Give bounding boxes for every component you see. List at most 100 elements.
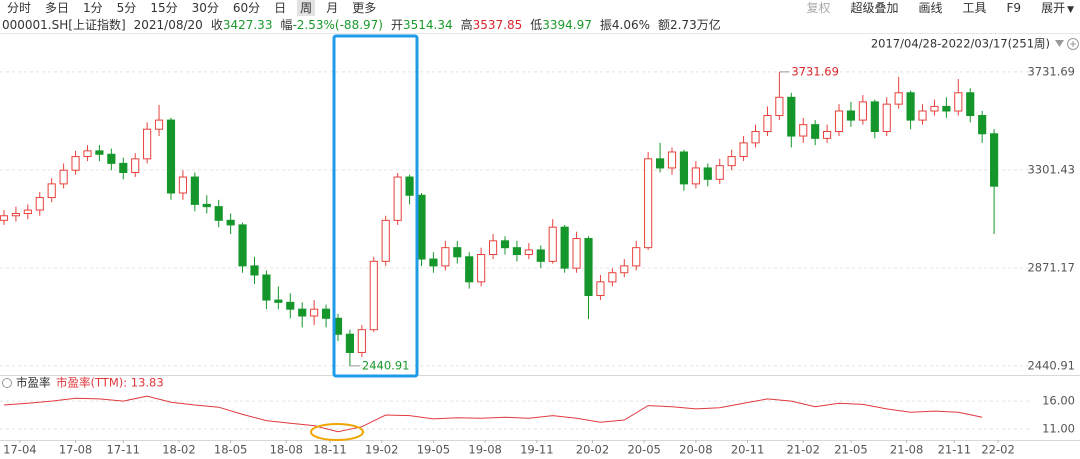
candle-body xyxy=(35,197,44,211)
x-tick-label: 19-05 xyxy=(417,443,450,457)
candle-body xyxy=(703,167,712,180)
max-label: 3731.69 xyxy=(791,64,839,78)
candle-body xyxy=(608,272,617,283)
period-tab[interactable]: 周 xyxy=(297,0,316,16)
candle-body xyxy=(154,119,164,130)
tool-button[interactable]: F9 xyxy=(1006,0,1022,15)
candle-body xyxy=(500,240,510,249)
x-tick-label: 20-11 xyxy=(731,443,764,457)
highlight-ellipse xyxy=(310,423,364,441)
candle-body xyxy=(715,165,724,180)
candle-body xyxy=(954,92,963,112)
x-tick-label: 21-11 xyxy=(938,443,971,457)
field-value: 2.73万亿 xyxy=(670,18,721,32)
field-label: 幅 xyxy=(280,18,293,32)
candle-body xyxy=(71,156,80,171)
tool-button[interactable]: 复权 xyxy=(806,1,831,15)
period-tab[interactable]: 1分 xyxy=(83,1,103,15)
help-icon[interactable] xyxy=(2,378,12,388)
symbol: 000001.SH[上证指数] xyxy=(2,18,126,32)
tool-button[interactable]: 展开 ▼ xyxy=(1041,1,1074,15)
candle-body xyxy=(787,96,796,137)
tool-button[interactable]: 工具 xyxy=(962,1,987,15)
y-tick-label: 3731.69 xyxy=(1027,64,1075,78)
x-tick-label: 18-08 xyxy=(270,443,303,457)
tools: 复权 超级叠加 画线 工具 F9 展开 ▼ xyxy=(806,0,1074,16)
info-field: 收3427.33 xyxy=(211,16,273,33)
x-tick-label: 20-05 xyxy=(627,443,660,457)
candle-body xyxy=(214,206,223,221)
candle-body xyxy=(656,158,665,169)
add-icon xyxy=(1070,41,1076,47)
period-tab[interactable]: 日 xyxy=(274,1,287,15)
candle-body xyxy=(477,253,486,283)
period-tab[interactable]: 15分 xyxy=(150,1,178,15)
info-field: 振4.06% xyxy=(600,16,650,33)
field-value: 3394.97 xyxy=(542,18,592,32)
candle-body xyxy=(667,151,677,169)
tool-button[interactable]: 超级叠加 xyxy=(850,1,899,15)
highlight-box xyxy=(332,34,419,378)
candle-body xyxy=(11,212,20,217)
candle-body xyxy=(95,150,104,155)
period-tab[interactable]: 60分 xyxy=(232,1,261,15)
pe-line xyxy=(3,395,983,433)
period-tab[interactable]: 30分 xyxy=(191,1,219,15)
candle-body xyxy=(465,256,474,283)
candle-body xyxy=(560,226,569,269)
candle-body xyxy=(143,128,152,160)
pe-label: 市盈率(TTM): 13.83 xyxy=(56,376,164,390)
field-value: 3537.85 xyxy=(472,18,523,32)
candle-body xyxy=(632,247,641,267)
candle-body xyxy=(620,265,629,274)
y-tick-label: 2871.17 xyxy=(1027,260,1075,274)
candle-body xyxy=(644,158,653,249)
field-label: 振 xyxy=(599,18,612,32)
candle-body xyxy=(584,238,593,296)
candle-body xyxy=(119,162,128,173)
candle-body xyxy=(393,176,402,221)
candle-body xyxy=(572,238,581,269)
candle-body xyxy=(107,153,116,164)
candle-body xyxy=(727,156,736,167)
candle-body xyxy=(524,249,533,255)
candle-body xyxy=(596,281,605,296)
candle-body xyxy=(906,92,915,121)
candle-body xyxy=(83,150,92,158)
period-tab[interactable]: 分时 xyxy=(7,1,32,15)
period-tab[interactable]: 多日 xyxy=(45,1,70,15)
candle-body xyxy=(357,329,366,353)
chevron: ▼ xyxy=(1067,5,1074,15)
candle-body xyxy=(453,247,462,258)
candle-body xyxy=(751,130,760,144)
candle-body xyxy=(823,130,832,139)
period-tab[interactable]: 更多 xyxy=(352,1,377,15)
field-value: 4.06% xyxy=(611,18,651,32)
candle-body xyxy=(775,96,784,117)
tool-button[interactable]: 画线 xyxy=(918,1,943,15)
candle-body xyxy=(978,115,987,135)
candle-body xyxy=(548,226,557,262)
candle-body xyxy=(178,176,187,194)
period-tab[interactable]: 5分 xyxy=(116,1,137,15)
period-tabs: 分时 多日 1分 5分 15分 30分 60分日周月更多 xyxy=(4,0,379,16)
x-tick-label: 20-08 xyxy=(679,443,712,457)
candle-body xyxy=(59,169,68,185)
candle-body xyxy=(381,219,390,262)
field-value: 3427.33 xyxy=(222,18,273,32)
x-tick-label: 18-05 xyxy=(214,443,247,457)
add-icon[interactable] xyxy=(1067,38,1079,50)
period-tab[interactable]: 月 xyxy=(326,1,339,15)
candle-body xyxy=(966,92,975,117)
x-tick-label: 17-11 xyxy=(107,443,140,457)
candle-body xyxy=(250,265,259,276)
dropdown-icon[interactable] xyxy=(1055,40,1064,47)
candle-body xyxy=(262,274,271,301)
field-label: 高 xyxy=(460,18,473,32)
x-tick-label: 18-11 xyxy=(313,443,346,457)
field-label: 额 xyxy=(658,18,671,32)
x-tick-label: 21-05 xyxy=(834,443,867,457)
x-tick-label: 19-02 xyxy=(365,443,398,457)
x-tick-label: 17-04 xyxy=(3,443,36,457)
candle-body xyxy=(834,110,844,132)
